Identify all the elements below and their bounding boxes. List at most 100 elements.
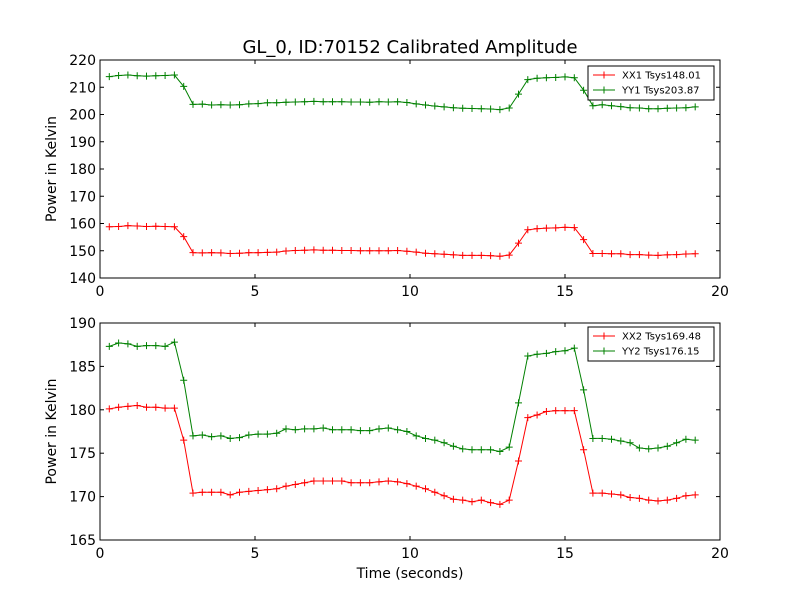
data-point <box>189 432 197 440</box>
data-point <box>291 426 299 434</box>
data-point <box>459 251 467 259</box>
data-point <box>282 98 290 106</box>
data-point <box>263 248 271 256</box>
data-point <box>161 342 169 350</box>
data-point <box>236 249 243 257</box>
data-point <box>626 439 634 447</box>
data-point <box>645 445 653 453</box>
data-point <box>552 73 560 81</box>
legend-entry-label: YY2 Tsys176.15 <box>621 347 700 358</box>
data-point <box>329 426 336 434</box>
data-point <box>375 425 383 433</box>
data-point <box>394 426 402 434</box>
data-point <box>310 97 318 105</box>
data-point <box>682 104 690 112</box>
data-point <box>245 487 253 495</box>
data-point <box>589 489 597 497</box>
data-point <box>105 223 113 231</box>
bottom-subplot: 0 5 10 15 20 165 170 175 180 185 190 Power in Kelvi… <box>44 316 729 562</box>
data-point <box>552 407 560 415</box>
data-point <box>440 492 448 500</box>
data-point <box>217 101 225 109</box>
data-point <box>654 497 662 505</box>
data-point <box>682 492 690 500</box>
data-point <box>561 73 569 81</box>
data-point <box>189 249 197 257</box>
data-point <box>589 102 597 110</box>
data-point <box>617 491 625 499</box>
data-point <box>394 478 402 486</box>
x-tick-label: 15 <box>556 546 574 562</box>
data-point <box>254 487 262 495</box>
data-point <box>589 249 597 257</box>
data-point <box>487 252 495 260</box>
data-point <box>515 399 522 407</box>
data-point <box>263 99 271 107</box>
data-point <box>226 434 234 442</box>
data-point <box>468 251 476 259</box>
data-point <box>124 71 132 79</box>
data-point <box>319 246 327 254</box>
data-point <box>263 430 271 438</box>
data-point <box>673 439 681 447</box>
data-point <box>124 340 132 348</box>
data-point <box>208 488 216 496</box>
figure-title: GL_0, ID:70152 Calibrated Amplitude <box>242 37 577 58</box>
data-point <box>384 477 392 485</box>
data-point <box>682 250 690 258</box>
data-point <box>561 347 569 355</box>
y-tick-label: 160 <box>69 217 96 233</box>
data-point <box>180 376 188 384</box>
data-point <box>115 403 123 411</box>
legend-box <box>587 65 715 101</box>
y-axis-label: Power in Kelvin <box>44 116 60 222</box>
data-point <box>449 251 457 259</box>
data-point <box>580 446 588 454</box>
data-point <box>189 100 197 108</box>
data-point <box>133 401 141 409</box>
data-point <box>524 226 532 234</box>
data-point <box>170 223 178 231</box>
y-tick-label: 165 <box>69 533 96 549</box>
data-point <box>133 222 141 230</box>
data-point <box>459 104 467 112</box>
data-point <box>394 246 402 254</box>
data-point <box>356 427 364 435</box>
data-point <box>217 432 225 440</box>
data-point <box>515 90 522 98</box>
data-point <box>477 496 485 504</box>
data-point <box>477 251 485 259</box>
data-point <box>431 436 439 444</box>
data-point <box>598 434 606 442</box>
data-point <box>449 442 457 450</box>
data-point <box>412 248 420 256</box>
data-point <box>356 247 364 255</box>
y-tick-label: 210 <box>69 80 96 96</box>
data-point <box>654 444 662 452</box>
top-subplot: 0 5 10 15 20 140 150 160 170 180 190 200 210 220 Power… <box>44 53 729 300</box>
data-point <box>152 403 160 411</box>
data-point <box>691 103 699 111</box>
x-tick-label: 0 <box>96 284 105 300</box>
data-point <box>301 425 309 433</box>
data-point <box>412 100 420 108</box>
data-point <box>347 98 355 106</box>
legend-entry-label: YY1 Tsys203.87 <box>621 86 700 97</box>
data-point <box>152 342 160 350</box>
y-tick-label: 200 <box>69 108 96 124</box>
data-point <box>422 434 429 442</box>
data-point <box>580 386 588 394</box>
data-point <box>505 104 513 112</box>
x-tick-label: 20 <box>711 546 729 562</box>
data-point <box>115 339 123 347</box>
data-point <box>180 82 188 90</box>
data-point <box>366 427 374 435</box>
data-point <box>329 98 336 106</box>
x-tick-label: 0 <box>96 546 105 562</box>
data-point <box>375 98 383 106</box>
data-point <box>422 101 429 109</box>
data-point <box>254 100 262 108</box>
x-tick-label: 5 <box>251 546 260 562</box>
x-tick-label: 15 <box>556 284 574 300</box>
series-xx1 <box>105 222 699 260</box>
